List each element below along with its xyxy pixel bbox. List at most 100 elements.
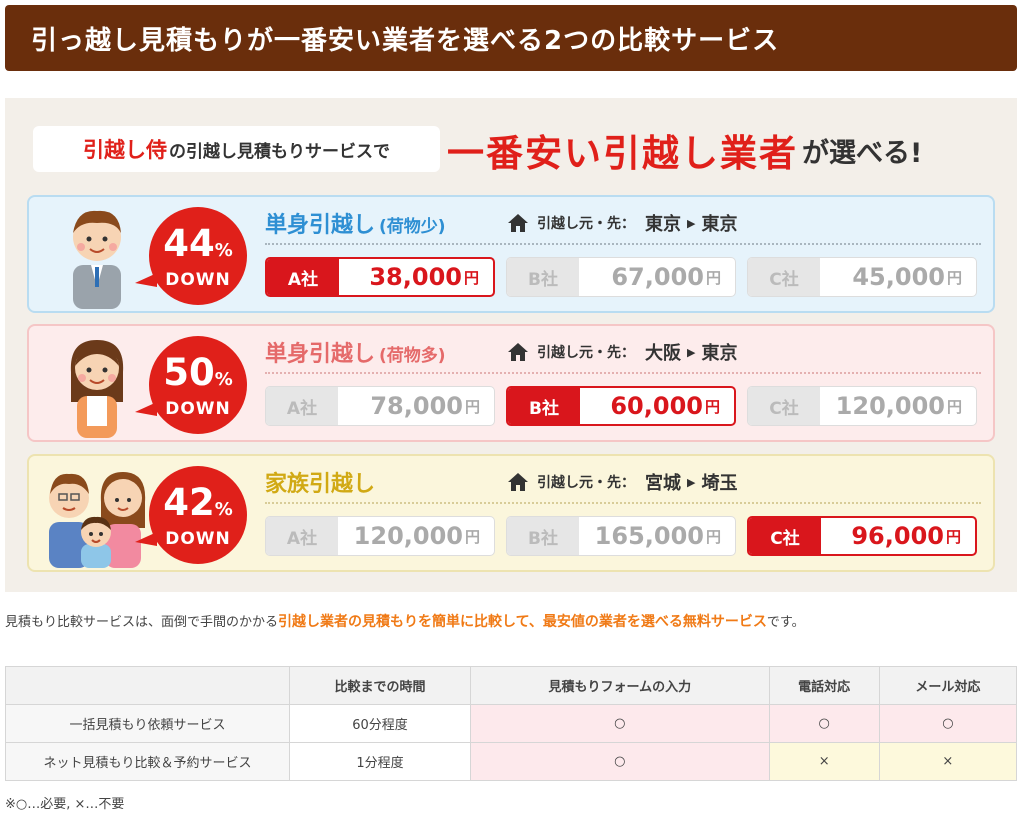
plan-sub: (荷物少) — [379, 217, 446, 237]
example-card-family: 42% DOWN 家族引越し 引越し元・先： 宮城 ▶ 埼玉 A社 120,000… — [27, 454, 995, 572]
percent-sign: % — [214, 239, 233, 261]
example-card-single-light: 44% DOWN 単身引越し (荷物少) 引越し元・先： 東京 ▶ 東京 A社 38… — [27, 195, 995, 313]
house-icon — [508, 343, 528, 361]
divider — [265, 372, 981, 374]
price-box-a: A社 120,000 円 — [265, 516, 495, 556]
header-cell: 比較までの時間 — [289, 666, 471, 705]
route-arrow-icon: ▶ — [687, 216, 696, 230]
claim-tail-text: が選べる! — [802, 137, 923, 169]
company-label: A社 — [267, 259, 339, 295]
yen-unit: 円 — [464, 527, 480, 546]
yen-unit: 円 — [946, 397, 962, 416]
header-cell — [5, 666, 290, 705]
yen-unit: 円 — [464, 397, 480, 416]
discount-badge: 44% DOWN — [135, 207, 247, 305]
route-arrow-icon: ▶ — [687, 345, 696, 359]
table-cell: ○ — [470, 704, 770, 743]
discount-badge: 50% DOWN — [135, 336, 247, 434]
price-box-a: A社 78,000 円 — [265, 386, 495, 426]
page-header: 引っ越し見積もりが一番安い業者を選べる2つの比較サービス — [5, 5, 1017, 71]
price-box-c: C社 120,000 円 — [747, 386, 977, 426]
example-card-single-heavy: 50% DOWN 単身引越し (荷物多) 引越し元・先： 大阪 ▶ 東京 A社 78… — [27, 324, 995, 442]
claim-red-text: 一番安い引越し業者 — [447, 132, 798, 175]
route-label: 引越し元・先： — [537, 475, 635, 491]
route-info: 引越し元・先： 大阪 ▶ 東京 — [507, 339, 737, 365]
route-to: 埼玉 — [701, 473, 738, 494]
plan-title: 単身引越し (荷物多) — [265, 336, 446, 368]
intro-highlight: 引越し業者の見積もりを簡単に比較して、最安値の業者を選べる無料サービス — [278, 614, 767, 630]
company-label: A社 — [266, 387, 338, 425]
brand-name: 引越し侍 — [83, 138, 167, 162]
price-box-c: C社 96,000 円 — [747, 516, 977, 556]
comparison-banner: 引越し侍 の引越し見積もりサービスで 一番安い引越し業者 が選べる! 44% D… — [5, 98, 1017, 592]
company-label: A社 — [266, 517, 338, 555]
house-icon — [508, 473, 528, 491]
plan-sub: (荷物多) — [379, 346, 446, 366]
discount-value: 50 — [163, 350, 215, 394]
comparison-table: 比較までの時間 見積もりフォームの入力 電話対応 メール対応 一括見積もり依頼サ… — [5, 666, 1018, 781]
route-to: 東京 — [701, 343, 738, 364]
route-to: 東京 — [701, 214, 738, 235]
page-title: 引っ越し見積もりが一番安い業者を選べる2つの比較サービス — [31, 25, 780, 56]
discount-value: 44 — [163, 221, 215, 265]
plan-name: 単身引越し — [265, 213, 376, 238]
company-label: B社 — [507, 258, 579, 296]
price-amount: 60,000 — [610, 392, 703, 420]
intro-post: です。 — [766, 615, 805, 630]
man-avatar-icon — [73, 210, 121, 309]
route-info: 引越し元・先： 東京 ▶ 東京 — [507, 210, 737, 236]
percent-sign: % — [214, 368, 233, 390]
yen-unit: 円 — [704, 397, 720, 416]
intro-paragraph: 見積もり比較サービスは、面倒で手間のかかる引越し業者の見積もりを簡単に比較して、… — [5, 611, 805, 631]
tagline-box: 引越し侍 の引越し見積もりサービスで — [33, 126, 440, 172]
divider — [265, 502, 981, 504]
down-label: DOWN — [165, 269, 231, 290]
price-box-b: B社 60,000 円 — [506, 386, 736, 426]
yen-unit: 円 — [946, 268, 962, 287]
family-avatar-icon — [49, 472, 146, 568]
header-cell: 電話対応 — [768, 666, 880, 705]
tagline-text: の引越し見積もりサービスで — [169, 141, 390, 162]
woman-avatar-icon — [70, 340, 124, 438]
down-label: DOWN — [165, 528, 231, 549]
percent-sign: % — [214, 498, 233, 520]
price-amount: 45,000 — [852, 263, 945, 291]
table-cell: × — [768, 742, 880, 781]
route-label: 引越し元・先： — [537, 345, 635, 361]
plan-title: 単身引越し (荷物少) — [265, 207, 446, 239]
price-amount: 165,000 — [594, 522, 704, 550]
company-label: B社 — [508, 388, 580, 424]
price-amount: 120,000 — [353, 522, 463, 550]
price-box-c: C社 45,000 円 — [747, 257, 977, 297]
route-from: 宮城 — [645, 473, 681, 494]
divider — [265, 243, 981, 245]
table-header-row: 比較までの時間 見積もりフォームの入力 電話対応 メール対応 — [5, 666, 1018, 705]
down-label: DOWN — [165, 398, 231, 419]
row-label: ネット見積もり比較＆予約サービス — [5, 742, 290, 781]
header-cell: 見積もりフォームの入力 — [470, 666, 770, 705]
price-amount: 78,000 — [370, 392, 463, 420]
yen-unit: 円 — [705, 268, 721, 287]
price-amount: 96,000 — [851, 522, 944, 550]
company-label: C社 — [748, 387, 820, 425]
price-box-b: B社 165,000 円 — [506, 516, 736, 556]
price-box-a: A社 38,000 円 — [265, 257, 495, 297]
yen-unit: 円 — [945, 527, 961, 546]
plan-name: 単身引越し — [265, 342, 376, 367]
header-cell: メール対応 — [878, 666, 1018, 705]
company-label: B社 — [507, 517, 579, 555]
table-row: 一括見積もり依頼サービス 60分程度 ○ ○ ○ — [5, 704, 1018, 743]
price-amount: 38,000 — [369, 263, 462, 291]
yen-unit: 円 — [705, 527, 721, 546]
discount-badge: 42% DOWN — [135, 466, 247, 564]
legend-note: ※○…必要, ×…不要 — [5, 797, 125, 812]
intro-pre: 見積もり比較サービスは、面倒で手間のかかる — [5, 615, 279, 630]
route-arrow-icon: ▶ — [687, 475, 696, 489]
price-box-b: B社 67,000 円 — [506, 257, 736, 297]
company-label: C社 — [749, 518, 821, 554]
yen-unit: 円 — [463, 268, 479, 287]
headline-claim: 一番安い引越し業者 が選べる! — [447, 122, 1007, 178]
plan-title: 家族引越し — [265, 466, 379, 498]
price-amount: 67,000 — [611, 263, 704, 291]
route-from: 大阪 — [645, 343, 681, 364]
